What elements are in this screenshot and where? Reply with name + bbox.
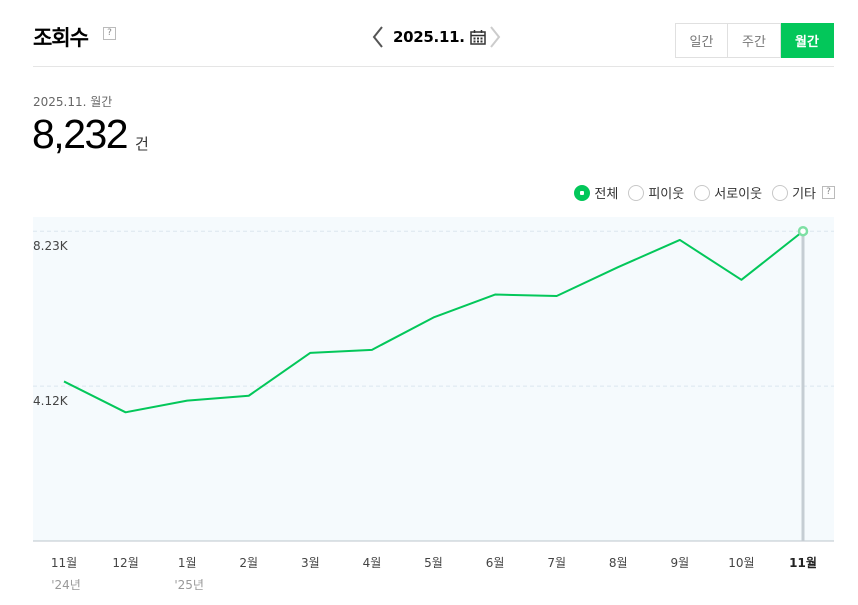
data-point-selected (797, 225, 809, 237)
tab-monthly[interactable]: 월간 (781, 23, 834, 58)
x-tick-label: 9월 (670, 556, 689, 570)
total-unit: 건 (135, 135, 149, 153)
total-views: 8,232 (32, 111, 129, 157)
prev-arrow-icon[interactable] (369, 23, 387, 51)
calendar-icon[interactable] (469, 29, 486, 45)
y-tick-label: 8.23K (33, 239, 69, 253)
filter-neighbor[interactable]: 피이웃 (628, 183, 684, 202)
filter-other[interactable]: 기타 (772, 183, 816, 202)
filter-label: 피이웃 (648, 187, 685, 202)
year-label: '25년 (174, 578, 204, 592)
x-tick-label: 1월 (178, 556, 197, 570)
x-tick-label: 2월 (239, 556, 258, 570)
period-tabs: 일간 주간 월간 (675, 23, 834, 58)
filter-all[interactable]: 전체 (574, 183, 618, 202)
x-tick-label: 11월 (789, 555, 817, 570)
x-tick-label: 12월 (112, 556, 138, 570)
year-label: '24년 (51, 578, 81, 592)
help-icon[interactable]: ? (822, 186, 835, 199)
filter-label: 서로이웃 (714, 187, 763, 202)
radio-icon[interactable] (628, 184, 645, 201)
page-title: 조회수 (33, 26, 89, 50)
x-tick-label: 3월 (301, 556, 320, 570)
period-label: 2025.11. 월간 (33, 95, 113, 109)
filter-label: 전체 (594, 187, 619, 202)
x-tick-label: 5월 (424, 556, 443, 570)
tab-daily[interactable]: 일간 (675, 23, 728, 58)
help-icon[interactable]: ? (103, 27, 116, 40)
x-tick-label: 7월 (547, 556, 566, 570)
x-tick-label: 11월 (51, 556, 77, 570)
filter-mutual-neighbor[interactable]: 서로이웃 (694, 183, 762, 202)
stats-header: 조회수 ? 2025.11. 일간 주간 월간 (33, 0, 834, 67)
visitor-filter: 전체 피이웃 서로이웃 기타 ? (564, 183, 835, 202)
x-tick-label: 10월 (728, 556, 754, 570)
y-tick-label: 4.12K (33, 394, 69, 408)
plot-area (33, 217, 834, 541)
radio-icon[interactable] (772, 184, 789, 201)
radio-selected-icon[interactable] (574, 184, 591, 201)
next-arrow-icon[interactable] (486, 23, 504, 51)
x-tick-label: 4월 (363, 556, 382, 570)
radio-icon[interactable] (694, 184, 711, 201)
views-series-line (63, 230, 804, 414)
date-navigator: 2025.11. (369, 22, 504, 52)
current-date: 2025.11. (393, 28, 465, 46)
x-tick-label: 8월 (609, 556, 628, 570)
filter-label: 기타 (792, 187, 816, 202)
tab-weekly[interactable]: 주간 (728, 23, 781, 58)
x-tick-label: 6월 (486, 556, 505, 570)
